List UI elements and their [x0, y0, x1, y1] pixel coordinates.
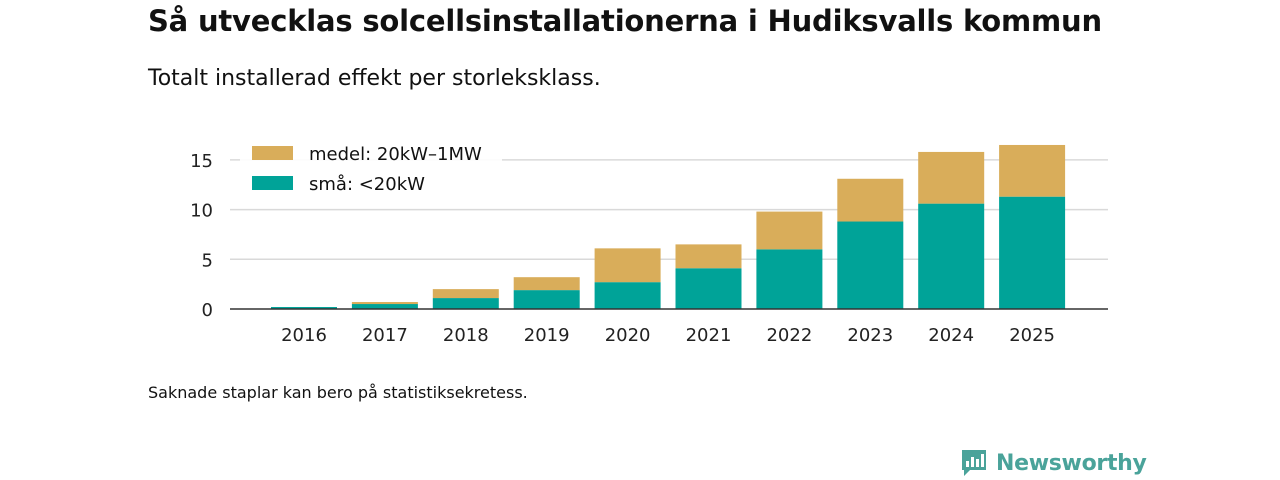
x-tick-label: 2017 [362, 325, 408, 346]
y-tick-label: 0 [202, 300, 213, 321]
bar-sma-2020[interactable] [594, 282, 661, 309]
bar-medel-2019[interactable] [513, 277, 580, 291]
newsworthy-logo-icon [962, 450, 986, 476]
bar-medel-2020[interactable] [594, 248, 661, 283]
bar-sma-2021[interactable] [675, 268, 742, 309]
bar-sma-2025[interactable] [999, 196, 1066, 309]
newsworthy-logo-text: Newsworthy [996, 450, 1147, 476]
bar-medel-2023[interactable] [837, 178, 904, 222]
bar-medel-2021[interactable] [675, 244, 742, 269]
x-tick-label: 2025 [1009, 325, 1055, 346]
bars [271, 144, 1066, 309]
chart-title: Så utvecklas solcellsinstallationerna i … [148, 4, 1102, 38]
y-tick-label: 5 [202, 250, 213, 271]
x-tick-label: 2019 [524, 325, 570, 346]
x-tick-label: 2018 [443, 325, 489, 346]
bar-sma-2023[interactable] [837, 221, 904, 309]
legend-label: små: <20kW [309, 174, 425, 195]
y-tick-label: 10 [190, 201, 213, 222]
x-axis-ticks: 2016 2017 2018 2019 2020 2021 2022 2023 2024 2025 [281, 325, 1055, 346]
footnote: Saknade staplar kan bero på statistiksek… [148, 383, 528, 402]
bar-sma-2019[interactable] [513, 290, 580, 309]
x-tick-label: 2021 [686, 325, 732, 346]
x-tick-label: 2022 [766, 325, 812, 346]
bar-medel-2018[interactable] [432, 289, 499, 299]
bar-sma-2016[interactable] [271, 307, 337, 309]
legend-swatch [252, 146, 293, 160]
y-tick-label: 15 [190, 151, 213, 172]
bar-medel-2025[interactable] [999, 144, 1066, 197]
legend: medel: 20kW–1MW små: <20kW [240, 140, 502, 204]
x-tick-label: 2016 [281, 325, 327, 346]
x-tick-label: 2020 [605, 325, 651, 346]
bar-medel-2024[interactable] [918, 151, 985, 204]
legend-label: medel: 20kW–1MW [309, 144, 482, 165]
chart-subtitle: Totalt installerad effekt per storlekskl… [148, 66, 601, 91]
legend-swatch [252, 176, 293, 190]
bar-sma-2024[interactable] [918, 203, 985, 309]
x-tick-label: 2024 [928, 325, 974, 346]
y-axis-ticks: 0 5 10 15 [190, 151, 213, 321]
bar-sma-2017[interactable] [351, 304, 418, 309]
bar-sma-2018[interactable] [432, 298, 499, 309]
bar-sma-2022[interactable] [756, 249, 823, 309]
bar-medel-2022[interactable] [756, 211, 823, 250]
bar-medel-2017[interactable] [351, 302, 418, 305]
newsworthy-logo[interactable]: Newsworthy [960, 446, 1147, 480]
x-tick-label: 2023 [847, 325, 893, 346]
